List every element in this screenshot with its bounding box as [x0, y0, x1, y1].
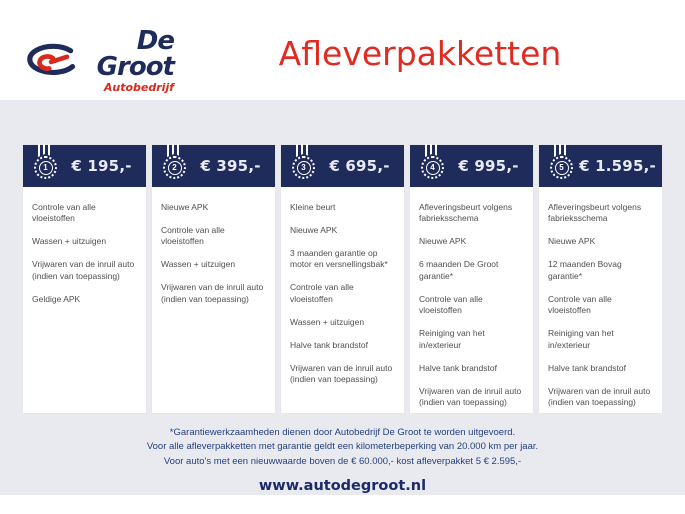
package-item-list: Afleveringsbeurt volgens fabrieksschema N…: [539, 187, 662, 430]
package-item-list: Afleveringsbeurt volgens fabrieksschema N…: [410, 187, 533, 430]
logo-subtitle: Autobedrijf: [103, 81, 174, 94]
package-price: € 395,-: [200, 157, 261, 175]
package-card-header: 4 € 995,-: [410, 144, 533, 187]
medal-icon: 4: [418, 144, 448, 184]
footer-note-2: Voor alle afleverpakketten met garantie …: [146, 441, 539, 453]
medal-circle-icon: 3: [292, 156, 315, 179]
medal-circle-icon: 1: [34, 156, 57, 179]
package-number: 2: [167, 160, 182, 175]
package-card-header: 2 € 395,-: [152, 144, 275, 187]
package-item: Vrijwaren van de inruil auto (indien van…: [419, 385, 522, 408]
medal-icon: 1: [31, 144, 61, 184]
package-item-list: Controle van alle vloeistoffen Wassen + u…: [23, 187, 146, 327]
package-item: Reiniging van het in/exterieur: [419, 328, 485, 350]
package-item: Nieuwe APK: [419, 236, 467, 247]
footer-notes: *Garantiewerkzaamheden dienen door Autob…: [0, 426, 685, 469]
package-item: Halve tank brandstof: [419, 362, 497, 373]
medal-icon: 2: [160, 144, 190, 184]
package-item: Afleveringsbeurt volgens fabrieksschema: [419, 202, 513, 224]
logo-brand-name: De Groot: [96, 26, 175, 82]
package-item: Controle van alle vloeistoffen: [419, 293, 483, 316]
medal-circle-icon: 5: [550, 156, 573, 179]
page-header: De Groot Autobedrijf Afleverpakketten: [0, 0, 685, 100]
medal-circle-icon: 4: [421, 156, 444, 179]
package-cards-row: 1 € 195,- Controle van alle vloeistoffen…: [0, 144, 685, 413]
medal-icon: 5: [547, 144, 577, 184]
package-card: 2 € 395,- Nieuwe APK Controle van alle vl…: [152, 144, 275, 413]
package-item: Controle van alle vloeistoffen: [161, 224, 225, 247]
package-item: Nieuwe APK: [161, 202, 209, 212]
package-item: Wassen + uitzuigen: [161, 259, 236, 270]
package-item: Halve tank brandstof: [290, 339, 368, 350]
medal-ribbon-icon: [296, 144, 311, 157]
footer-note-1: *Garantiewerkzaamheden dienen door Autob…: [169, 427, 516, 438]
package-item: Vrijwaren van de inruil auto (indien van…: [548, 385, 651, 408]
degroot-logo: De Groot Autobedrijf: [24, 26, 175, 93]
package-item: 6 maanden De Groot garantie*: [419, 259, 499, 281]
package-item: Vrijwaren van de inruil auto (indien van…: [290, 362, 393, 385]
logo-text: De Groot Autobedrijf: [62, 26, 175, 94]
package-card: 5 € 1.595,- Afleveringsbeurt volgens fab…: [539, 144, 662, 413]
footer-note-3: Voor auto's met een nieuwwaarde boven de…: [163, 455, 522, 467]
package-item: Wassen + uitzuigen: [290, 316, 365, 327]
package-number: 4: [425, 160, 440, 175]
medal-circle-icon: 2: [163, 156, 186, 179]
package-item: Halve tank brandstof: [548, 362, 626, 373]
package-item: Nieuwe APK: [548, 236, 596, 247]
package-card: 4 € 995,- Afleveringsbeurt volgens fabri…: [410, 144, 533, 413]
medal-ribbon-icon: [38, 144, 53, 157]
package-item-list: Nieuwe APK Controle van alle vloeistoffen…: [152, 187, 275, 327]
package-card: 1 € 195,- Controle van alle vloeistoffen…: [23, 144, 146, 413]
package-number: 1: [38, 160, 53, 175]
package-price: € 695,-: [329, 157, 390, 175]
medal-ribbon-icon: [425, 144, 440, 157]
package-item: 3 maanden garantie op motor en versnelli…: [290, 247, 388, 270]
package-card-header: 5 € 1.595,-: [539, 144, 662, 187]
package-item: Kleine beurt: [290, 202, 336, 212]
package-number: 3: [296, 160, 311, 175]
package-card-header: 3 € 695,-: [281, 144, 404, 187]
package-item: 12 maanden Bovag garantie*: [548, 259, 622, 281]
package-item: Controle van alle vloeistoffen: [32, 202, 96, 224]
package-item-list: Kleine beurt Nieuwe APK 3 maanden garantie…: [281, 187, 404, 407]
package-number: 5: [554, 160, 569, 175]
swirl-arrow-logo-icon: [24, 42, 80, 85]
package-item: Controle van alle vloeistoffen: [290, 282, 354, 304]
medal-ribbon-icon: [554, 144, 569, 157]
content-band: 1 € 195,- Controle van alle vloeistoffen…: [0, 100, 685, 495]
medal-icon: 3: [289, 144, 319, 184]
package-item: Wassen + uitzuigen: [32, 236, 107, 247]
package-item: Afleveringsbeurt volgens fabrieksschema: [548, 202, 642, 224]
medal-ribbon-icon: [167, 144, 182, 157]
package-price: € 1.595,-: [579, 157, 656, 175]
package-card-header: 1 € 195,-: [23, 144, 146, 187]
bottom-spacer: [0, 495, 685, 514]
package-item: Vrijwaren van de inruil auto (indien van…: [32, 259, 135, 281]
website-link[interactable]: www.autodegroot.nl: [258, 477, 427, 494]
package-item: Vrijwaren van de inruil auto (indien van…: [161, 282, 264, 304]
package-item: Controle van alle vloeistoffen: [548, 293, 612, 316]
package-card: 3 € 695,- Kleine beurt Nieuwe APK 3 maande…: [281, 144, 404, 413]
package-item: Reiniging van het in/exterieur: [548, 328, 614, 350]
package-item: Geldige APK: [32, 293, 81, 304]
package-price: € 195,-: [71, 157, 132, 175]
page-title: Afleverpakketten: [278, 34, 562, 73]
package-price: € 995,-: [458, 157, 519, 175]
package-item: Nieuwe APK: [290, 224, 338, 235]
